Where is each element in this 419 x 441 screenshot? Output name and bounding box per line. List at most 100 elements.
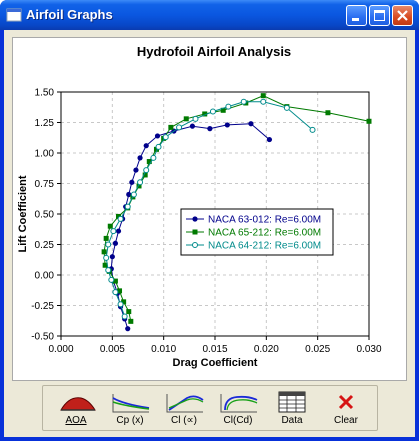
data-point bbox=[155, 143, 162, 150]
data-point bbox=[126, 191, 132, 198]
data-point bbox=[112, 278, 118, 284]
cl-alpha-curve-icon bbox=[166, 394, 204, 413]
data-point bbox=[110, 228, 117, 235]
data-point bbox=[128, 318, 134, 324]
data-point bbox=[366, 118, 372, 124]
data-point bbox=[102, 262, 108, 268]
data-point bbox=[183, 116, 189, 122]
cp-curve-icon bbox=[112, 394, 150, 413]
minimize-icon bbox=[352, 18, 359, 21]
data-point bbox=[121, 299, 127, 305]
x-tick-label: 0.010 bbox=[151, 344, 176, 355]
data-point bbox=[154, 133, 161, 139]
clear-x-icon bbox=[338, 394, 354, 410]
maximize-icon bbox=[374, 10, 385, 21]
data-point bbox=[103, 235, 109, 241]
data-point bbox=[202, 111, 208, 117]
data-point bbox=[260, 93, 266, 99]
airfoil-chart: Hydrofoil Airfoil Analysis 0.000 0.005 0.0… bbox=[17, 44, 382, 369]
y-tick-label: 1.50 bbox=[35, 88, 55, 99]
chart-panel: Hydrofoil Airfoil Analysis 0.000 0.005 0.0… bbox=[12, 37, 407, 381]
series-0 bbox=[108, 121, 273, 332]
data-point bbox=[143, 167, 150, 174]
data-point bbox=[112, 240, 119, 246]
data-point bbox=[146, 159, 152, 165]
legend-marker bbox=[192, 242, 198, 248]
close-button[interactable] bbox=[392, 5, 413, 26]
aoa-button[interactable]: AOA bbox=[49, 388, 103, 428]
data-point bbox=[225, 103, 232, 110]
data-point bbox=[126, 309, 132, 315]
cl-cd-curve-icon bbox=[220, 394, 258, 413]
cl-cd-button[interactable]: Cl(Cd) bbox=[211, 388, 265, 428]
close-icon bbox=[397, 10, 408, 21]
cl-alpha-button[interactable]: Cl (∝) bbox=[157, 388, 211, 428]
x-tick-label: 0.015 bbox=[202, 344, 227, 355]
data-point bbox=[192, 115, 199, 122]
x-tick-label: 0.000 bbox=[48, 344, 73, 355]
chart-legend: NACA 63-012: Re=6.00M NACA 65-212: Re=6.0… bbox=[180, 208, 334, 256]
data-point bbox=[248, 121, 254, 127]
cl-alpha-label: Cl (∝) bbox=[170, 415, 198, 426]
data-table-icon bbox=[278, 391, 306, 413]
data-point bbox=[220, 107, 226, 113]
aoa-airfoil-icon bbox=[60, 397, 96, 411]
data-point bbox=[115, 228, 122, 234]
data-point bbox=[112, 289, 119, 296]
data-point bbox=[309, 126, 316, 133]
app-window-icon bbox=[6, 8, 22, 22]
title-bar[interactable]: Airfoil Graphs bbox=[0, 0, 419, 30]
cp-x-button[interactable]: Cp (x) bbox=[103, 388, 157, 428]
y-tick-label: 0.50 bbox=[35, 210, 55, 221]
data-point bbox=[121, 313, 128, 320]
data-point bbox=[209, 108, 216, 115]
x-tick-label: 0.005 bbox=[100, 344, 125, 355]
y-tick-label: 0.75 bbox=[35, 179, 55, 190]
data-point bbox=[129, 179, 135, 185]
data-point bbox=[283, 104, 290, 111]
data-point bbox=[137, 179, 144, 186]
clear-button[interactable]: Clear bbox=[319, 388, 373, 428]
cl-cd-label: Cl(Cd) bbox=[223, 415, 253, 426]
data-point bbox=[240, 98, 247, 105]
series-layer bbox=[101, 93, 372, 332]
data-point bbox=[168, 124, 174, 130]
data-point bbox=[136, 183, 142, 189]
data-point bbox=[133, 167, 139, 173]
legend-entry: NACA 63-012: Re=6.00M bbox=[208, 215, 321, 226]
data-point bbox=[143, 143, 149, 149]
data-point bbox=[124, 203, 131, 210]
data-point bbox=[260, 98, 267, 105]
data-point bbox=[266, 136, 273, 143]
legend-marker bbox=[192, 216, 198, 222]
data-label: Data bbox=[281, 415, 303, 426]
data-point bbox=[150, 154, 157, 161]
data-point bbox=[109, 254, 115, 260]
data-point bbox=[207, 126, 213, 132]
window-client-area: Hydrofoil Airfoil Analysis 0.000 0.005 0.0… bbox=[4, 30, 415, 437]
data-button[interactable]: Data bbox=[265, 388, 319, 428]
cp-x-label: Cp (x) bbox=[116, 415, 144, 426]
x-axis: 0.000 0.005 0.010 0.015 0.020 0.025 0.030 bbox=[48, 336, 382, 355]
legend-box bbox=[180, 208, 334, 256]
aoa-label: AOA bbox=[65, 415, 87, 426]
x-tick-label: 0.025 bbox=[305, 344, 330, 355]
data-point bbox=[101, 249, 107, 255]
maximize-button[interactable] bbox=[369, 5, 390, 26]
y-axis-label: Lift Coefficient bbox=[17, 175, 29, 252]
legend-entry: NACA 65-212: Re=6.00M bbox=[208, 228, 321, 239]
legend-marker bbox=[192, 229, 198, 235]
y-tick-label: -0.50 bbox=[31, 332, 54, 343]
data-point bbox=[325, 110, 331, 116]
data-point bbox=[103, 254, 110, 261]
data-point bbox=[125, 326, 131, 332]
minimize-button[interactable] bbox=[346, 5, 367, 26]
data-point bbox=[153, 146, 159, 152]
data-point bbox=[117, 288, 123, 294]
series-2 bbox=[103, 98, 316, 320]
graph-toolbar: AOA Cp (x) Cl (∝) bbox=[42, 385, 378, 431]
x-tick-label: 0.030 bbox=[356, 344, 381, 355]
data-point bbox=[130, 191, 137, 198]
data-point bbox=[142, 172, 148, 178]
